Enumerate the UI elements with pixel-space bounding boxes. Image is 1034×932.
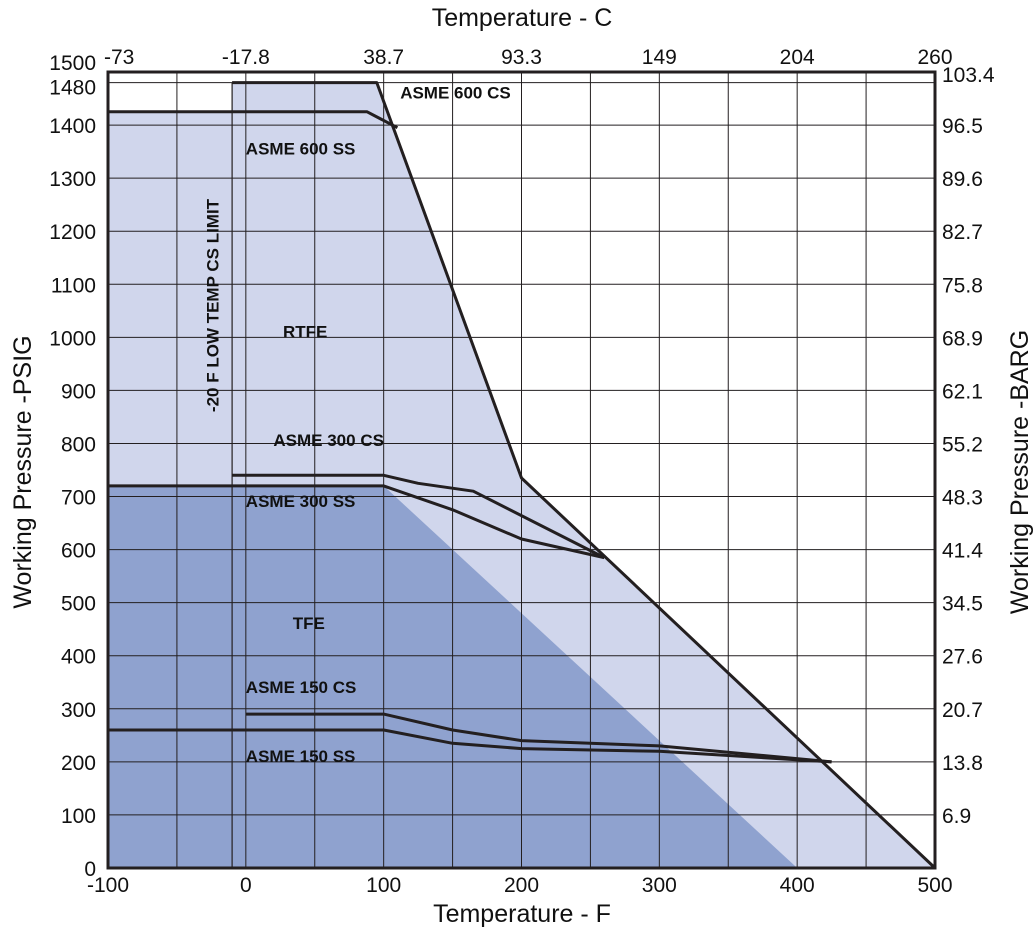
series-line-asme-150-cs bbox=[245, 712, 832, 764]
y-tick-label: 1300 bbox=[49, 168, 96, 191]
y-tick-label: 600 bbox=[61, 540, 96, 563]
y-tick-label: 100 bbox=[61, 805, 96, 828]
x-tick-label: -100 bbox=[87, 874, 129, 897]
y-tick-label: 500 bbox=[61, 593, 96, 616]
y-tick-label: 1480 bbox=[49, 77, 96, 100]
series-line-asme-150-ss bbox=[108, 728, 832, 764]
y-tick-label: 700 bbox=[61, 487, 96, 510]
right-tick-label: 68.9 bbox=[942, 327, 983, 350]
right-tick-label: 20.7 bbox=[942, 699, 983, 722]
annotation-asme-300-cs: ASME 300 CS bbox=[273, 431, 384, 450]
y-tick-label: 1200 bbox=[49, 221, 96, 244]
top-tick-label: 149 bbox=[642, 46, 677, 69]
y-tick-label: 1100 bbox=[51, 274, 96, 297]
annotation-asme-150-ss: ASME 150 SS bbox=[246, 747, 356, 766]
right-tick-label: 75.8 bbox=[942, 274, 983, 297]
right-tick-label: 89.6 bbox=[942, 168, 983, 191]
right-tick-label: 55.2 bbox=[942, 433, 983, 456]
right-tick-label: 48.3 bbox=[942, 487, 983, 510]
y-axis-title: Working Pressure -PSIG bbox=[9, 335, 37, 608]
right-tick-label: 27.6 bbox=[942, 646, 983, 669]
y-tick-label: 200 bbox=[61, 752, 96, 775]
series-group bbox=[108, 81, 937, 870]
top-tick-label: -73 bbox=[104, 46, 134, 69]
right-tick-label: 82.7 bbox=[942, 221, 983, 244]
annotation-asme-600-ss: ASME 600 SS bbox=[246, 139, 356, 158]
y-tick-label: 900 bbox=[61, 380, 96, 403]
right-tick-label: 13.8 bbox=[942, 752, 983, 775]
x-tick-label: 300 bbox=[642, 874, 677, 897]
x-tick-label: 0 bbox=[240, 874, 252, 897]
series-line-asme-600-ss bbox=[108, 110, 399, 130]
right-tick-label: 34.5 bbox=[942, 593, 983, 616]
y-tick-label: 1000 bbox=[49, 327, 96, 350]
y-tick-label: 0 bbox=[84, 858, 96, 881]
series-line-asme-600-cs bbox=[232, 81, 937, 870]
top-tick-label: 38.7 bbox=[363, 46, 404, 69]
annotation-20-f-low-temp-cs-limit: -20 F LOW TEMP CS LIMIT bbox=[203, 198, 222, 412]
plot-frame bbox=[106, 70, 937, 870]
top-tick-label: 93.3 bbox=[501, 46, 542, 69]
y-tick-label: 400 bbox=[61, 646, 96, 669]
top-tick-label: 204 bbox=[780, 46, 815, 69]
ticks-group: -100 0 100 200 300 400 500-73 -17.8 38.7 93.3 149 2… bbox=[49, 46, 995, 897]
y-tick-label: 800 bbox=[61, 433, 96, 456]
annotation-tfe: TFE bbox=[293, 614, 325, 633]
top-tick-label: 260 bbox=[917, 46, 952, 69]
annotation-asme-600-cs: ASME 600 CS bbox=[400, 84, 511, 103]
series-line-asme-300-cs bbox=[232, 473, 605, 559]
right-tick-label: 41.4 bbox=[942, 540, 983, 563]
x-axis-title: Temperature - F bbox=[433, 900, 611, 928]
right-tick-label: 6.9 bbox=[942, 805, 971, 828]
series-line-asme-300-ss bbox=[108, 484, 605, 560]
right-axis-title: Working Pressure -BARG bbox=[1006, 330, 1034, 614]
top-tick-label: -17.8 bbox=[222, 46, 270, 69]
grid-group bbox=[108, 72, 935, 868]
x-tick-label: 200 bbox=[504, 874, 539, 897]
top-axis-title: Temperature - C bbox=[432, 4, 613, 32]
y-tick-label: 1500 bbox=[49, 52, 96, 75]
y-tick-label: 1400 bbox=[49, 115, 96, 138]
right-tick-label: 96.5 bbox=[942, 115, 983, 138]
annotation-asme-300-ss: ASME 300 SS bbox=[246, 492, 356, 511]
annotation-asme-150-cs: ASME 150 CS bbox=[246, 678, 357, 697]
right-tick-label: 103.4 bbox=[942, 64, 995, 87]
y-tick-label: 300 bbox=[61, 699, 96, 722]
annotation-rtfe: RTFE bbox=[283, 322, 327, 341]
x-tick-label: 500 bbox=[917, 874, 952, 897]
annotations-group: ASME 600 CS ASME 600 SS RTFE ASME 300 CS ASM… bbox=[203, 84, 510, 766]
x-tick-label: 400 bbox=[780, 874, 815, 897]
x-tick-label: 100 bbox=[366, 874, 401, 897]
right-tick-label: 62.1 bbox=[942, 380, 983, 403]
